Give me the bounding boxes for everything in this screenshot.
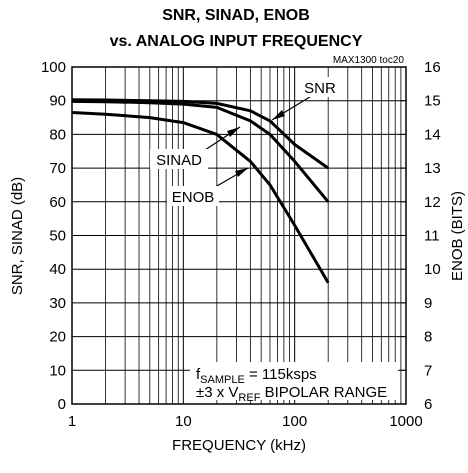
label-bg xyxy=(150,149,208,169)
y-tick-label: 80 xyxy=(49,126,66,143)
condition-sub: SAMPLE xyxy=(200,374,245,386)
y-tick-label: 0 xyxy=(58,396,66,413)
arrowhead xyxy=(272,110,285,120)
series-label: SINAD xyxy=(156,152,202,169)
condition-main: f xyxy=(196,366,201,383)
series-label: ENOB xyxy=(172,189,215,206)
series-line xyxy=(71,99,330,203)
note: MAX1300 toc20 xyxy=(333,55,405,66)
y-tick-label: 40 xyxy=(49,261,66,278)
arrowhead xyxy=(227,127,240,137)
condition-sub: REF xyxy=(238,392,260,404)
y2-tick-label: 7 xyxy=(424,362,432,379)
arrowhead xyxy=(235,168,248,177)
label-bg xyxy=(167,186,219,206)
y2-tick-label: 12 xyxy=(424,194,441,211)
y2-tick-label: 10 xyxy=(424,261,441,278)
condition: fSAMPLE = 115ksps xyxy=(196,366,317,386)
y-tick-label: 30 xyxy=(49,295,66,312)
y2-tick-label: 16 xyxy=(424,59,441,76)
y2-tick-label: 15 xyxy=(424,93,441,110)
y-tick-label: 10 xyxy=(49,362,66,379)
y-tick-label: 50 xyxy=(49,228,66,245)
y2-axis-label: ENOB (BITS) xyxy=(449,191,466,281)
plot-frame xyxy=(71,66,407,405)
condition-rest: = 115ksps xyxy=(245,366,317,383)
y-tick-label: 60 xyxy=(49,194,66,211)
chart-title: SNR, SINAD, ENOB xyxy=(162,7,310,24)
y2-tick-label: 11 xyxy=(424,228,440,245)
x-tick-label: 10 xyxy=(175,413,192,430)
condition-rest: BIPOLAR RANGE xyxy=(260,384,387,401)
chart-title: vs. ANALOG INPUT FREQUENCY xyxy=(110,33,363,50)
x-axis-label: FREQUENCY (kHz) xyxy=(172,437,306,454)
series-line xyxy=(71,111,330,284)
y-tick-label: 20 xyxy=(49,329,66,346)
x-tick-label: 1000 xyxy=(389,413,422,430)
y2-tick-label: 14 xyxy=(424,126,441,143)
y2-tick-label: 9 xyxy=(424,295,432,312)
series-label: SNR xyxy=(304,80,336,97)
label-bg xyxy=(300,77,340,97)
y-tick-label: 90 xyxy=(49,93,66,110)
y2-tick-label: 13 xyxy=(424,160,441,177)
y-axis-label: SNR, SINAD (dB) xyxy=(9,177,26,295)
x-tick-label: 100 xyxy=(282,413,307,430)
y-tick-label: 100 xyxy=(41,59,66,76)
y2-tick-label: 6 xyxy=(424,396,432,413)
y-tick-label: 70 xyxy=(49,160,66,177)
y2-tick-label: 8 xyxy=(424,329,432,346)
condition-bg xyxy=(190,362,398,400)
condition-main: ±3 x V xyxy=(196,384,238,401)
x-tick-label: 1 xyxy=(68,413,76,430)
condition: ±3 x VREF BIPOLAR RANGE xyxy=(196,384,387,404)
series-line xyxy=(71,98,330,170)
